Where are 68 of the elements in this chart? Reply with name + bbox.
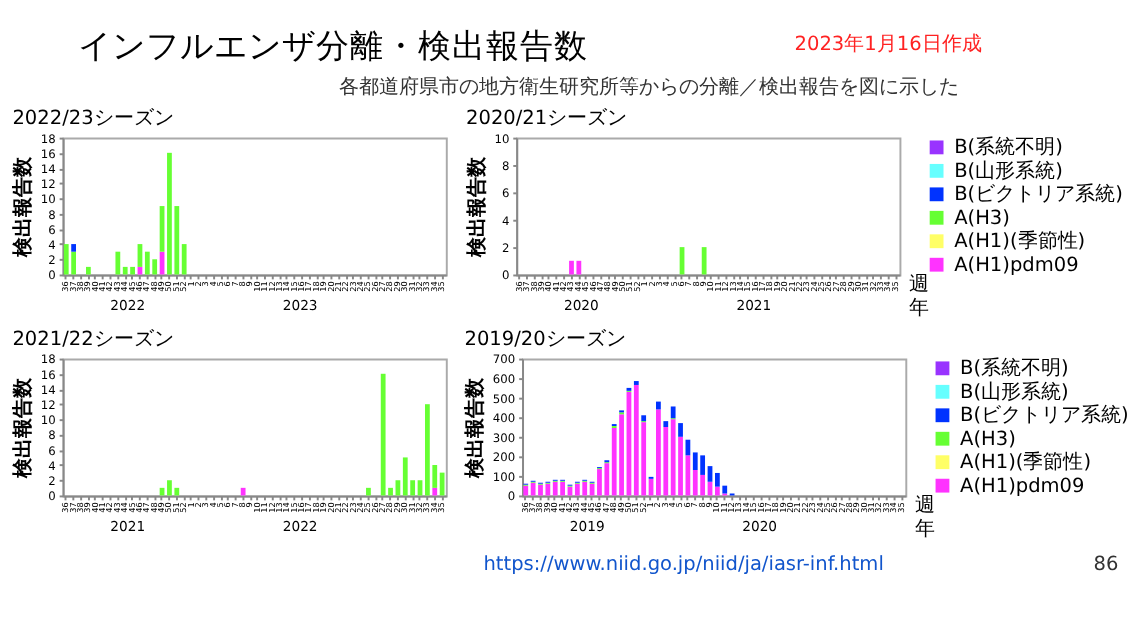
- bar: [700, 455, 706, 475]
- chart-title: 2021/22シーズン: [12, 326, 174, 351]
- bar: [538, 484, 543, 496]
- bar: [678, 423, 683, 437]
- bar: [167, 480, 172, 496]
- text: 年: [915, 516, 936, 541]
- y-axis-title: 検出報告数: [11, 155, 36, 260]
- bar: [523, 485, 529, 496]
- bar: [670, 419, 676, 496]
- legend-label: A(H3): [960, 428, 1016, 451]
- bar: [582, 481, 588, 496]
- x-axis-title: 週: [909, 274, 930, 297]
- bar: [656, 409, 661, 496]
- legend-label: A(H1)(季節性): [954, 229, 1086, 254]
- bar: [574, 483, 580, 496]
- bar: [560, 481, 565, 496]
- chart-title: 2022/23シーズン: [12, 105, 174, 130]
- legend-label: A(H1)(季節性): [960, 450, 1092, 475]
- chart-title: 2020/21シーズン: [466, 105, 628, 130]
- bar: [144, 251, 150, 275]
- bar: [663, 421, 669, 428]
- bar: [71, 251, 77, 275]
- y-axis-title: 検出報告数: [463, 375, 488, 480]
- x-axis-title: 週: [915, 495, 936, 518]
- bar: [174, 487, 180, 496]
- text: インフルエンザ分離・検出報告数: [78, 27, 589, 66]
- legend-label: A(H1)pdm09: [954, 254, 1079, 277]
- bar: [714, 486, 720, 496]
- bar: [366, 487, 371, 496]
- y-axis-title: 検出報告数: [11, 375, 36, 480]
- bar: [714, 472, 720, 487]
- bar: [71, 244, 77, 252]
- bar: [641, 415, 647, 422]
- text: 2023年1月16日作成: [794, 31, 982, 56]
- bar: [424, 404, 430, 496]
- text: 年: [909, 295, 930, 320]
- bar: [380, 373, 386, 496]
- bar: [633, 384, 639, 496]
- bar: [656, 401, 661, 410]
- y-axis-title: 検出報告数: [464, 155, 489, 260]
- bar: [63, 244, 69, 275]
- bar: [545, 483, 551, 496]
- bar: [597, 469, 602, 496]
- bar: [700, 474, 706, 496]
- bar: [167, 152, 172, 275]
- bar: [670, 406, 676, 419]
- bar: [432, 487, 438, 496]
- text: https://www.niid.go.jp/niid/ja/iasr-inf.html: [483, 553, 884, 576]
- bar: [530, 482, 536, 496]
- legend-label: A(H1)pdm09: [960, 475, 1085, 498]
- legend-label: B(系統不明): [960, 356, 1069, 381]
- legend-label: B(山形系統): [960, 379, 1069, 404]
- chart-title: 2019/20シーズン: [464, 326, 626, 351]
- bar: [115, 251, 121, 275]
- bar: [439, 472, 445, 496]
- text: 各都道府県市の地方衛生研究所等からの分離／検出報告を図に示した: [339, 74, 960, 99]
- bar: [130, 266, 135, 275]
- legend-label: B(山形系統): [954, 158, 1063, 183]
- legend-label: B(ビクトリア系統): [954, 182, 1123, 207]
- legend-label: A(H3): [954, 207, 1010, 230]
- text: 86: [1093, 553, 1119, 576]
- legend-label: B(ビクトリア系統): [960, 403, 1129, 428]
- bar: [152, 259, 158, 275]
- bar: [85, 266, 91, 275]
- bar: [402, 457, 408, 496]
- legend-label: B(系統不明): [954, 135, 1063, 160]
- bar: [240, 487, 246, 496]
- bar: [552, 481, 558, 496]
